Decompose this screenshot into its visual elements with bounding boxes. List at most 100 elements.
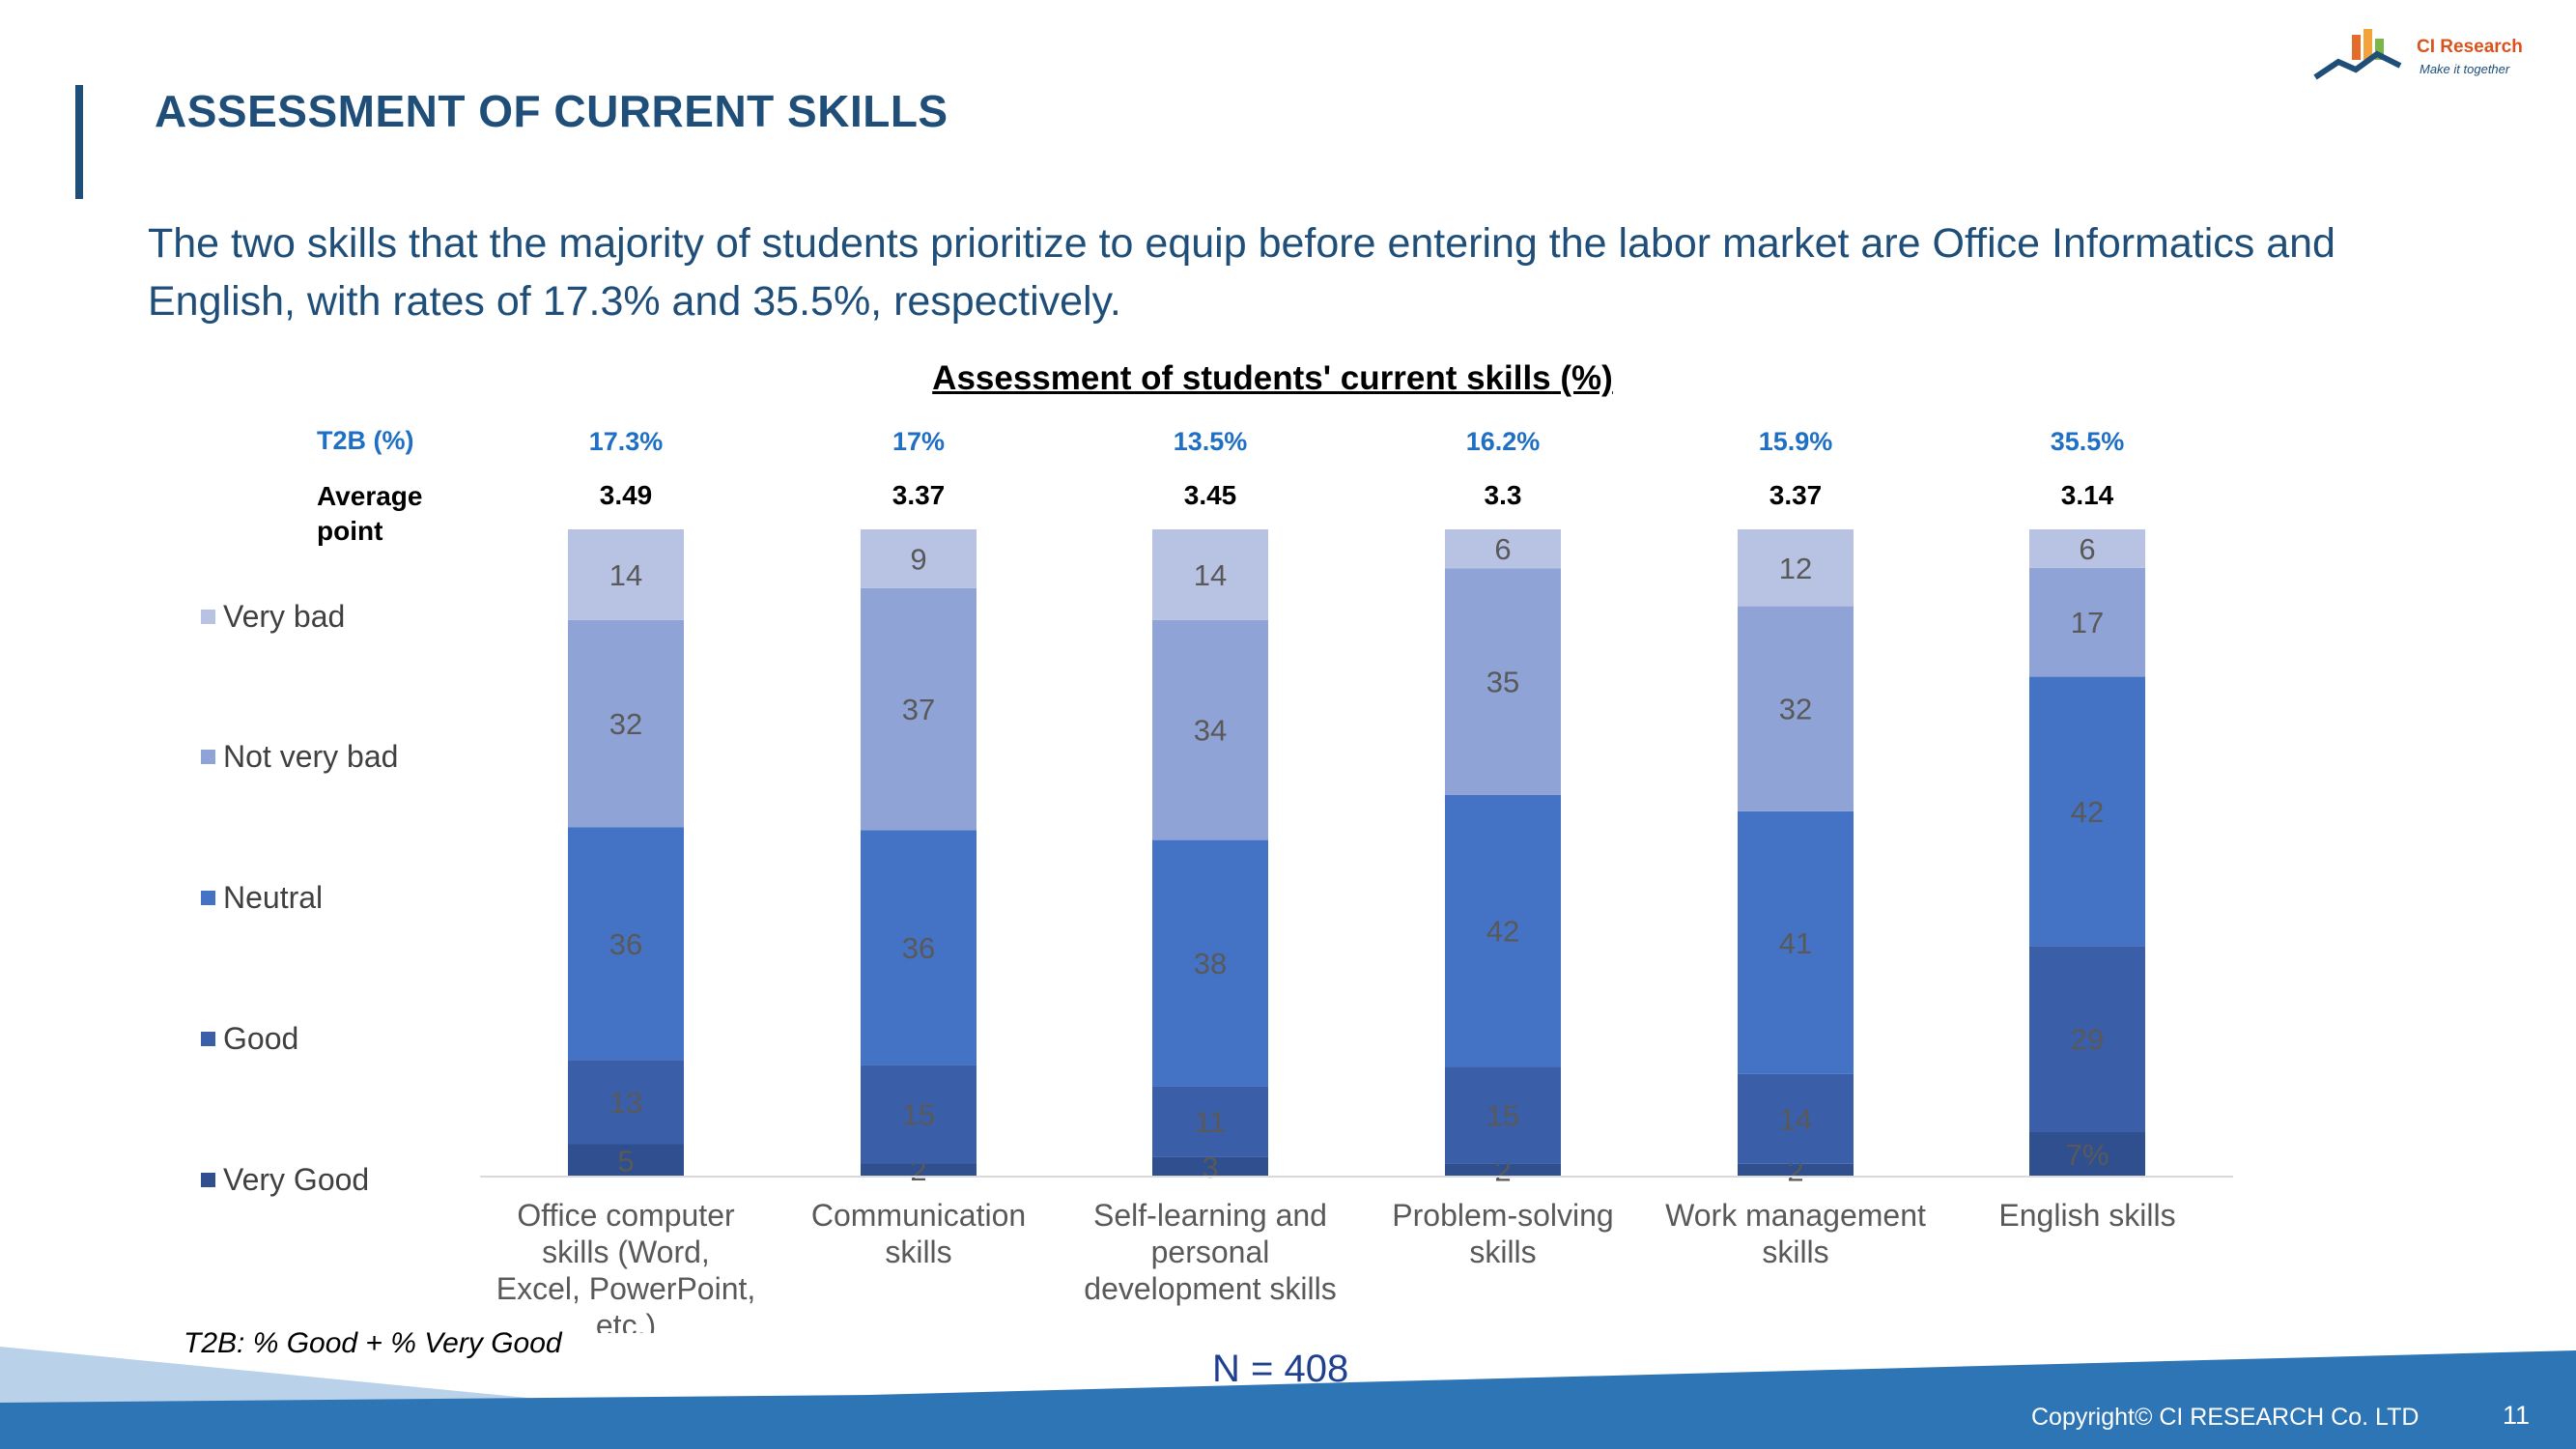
data-label-neutral-1: 36 (609, 927, 642, 961)
bar-very-good-5 (1738, 1163, 1854, 1177)
bar-very-bad-1 (568, 529, 684, 620)
chart-title: Assessment of students' current skills (… (932, 359, 1613, 397)
data-label-good-4: 15 (1486, 1098, 1519, 1132)
bar-neutral-2 (861, 830, 977, 1065)
bar-neutral-3 (1152, 839, 1268, 1087)
data-label-neutral-6: 42 (2071, 795, 2104, 829)
footer-band (0, 1347, 2576, 1449)
bar-very-bad-3 (1152, 529, 1268, 620)
bar-very-bad-6 (2029, 529, 2145, 568)
legend-item-neutral: Neutral (201, 880, 323, 916)
average-row-label: Average point (317, 481, 423, 546)
data-label-neutral-4: 42 (1486, 914, 1519, 948)
data-label-not-very-bad-6: 17 (2071, 606, 2104, 639)
x-tick-label-5: Work management skills (1665, 1198, 1926, 1269)
sample-size: N = 408 (1212, 1348, 1349, 1390)
legend-swatch-neutral (201, 891, 215, 906)
bar-very-good-3 (1152, 1156, 1268, 1177)
data-label-not-very-bad-3: 34 (1194, 714, 1227, 748)
legend-swatch-good (201, 1032, 215, 1047)
bar-neutral-4 (1445, 794, 1561, 1067)
headline-text: The two skills that the majority of stud… (148, 220, 2335, 325)
data-label-very-good-1: 5 (617, 1144, 634, 1178)
t2b-value-4: 16.2% (1466, 427, 1541, 456)
legend-item-good: Good (201, 1021, 298, 1057)
x-tick-label-2: Communication skills (811, 1198, 1026, 1269)
bar-very-good-6 (2029, 1131, 2145, 1177)
data-label-neutral-3: 38 (1194, 947, 1227, 980)
bar-good-3 (1152, 1086, 1268, 1157)
legend-label-very-bad: Very bad (223, 599, 346, 634)
stacked-bar-chart: 5 13 36 32 14 17.3% 3.49 Office computer skills … (480, 427, 2233, 1333)
title-accent-bar (75, 85, 83, 199)
data-label-neutral-2: 36 (902, 931, 935, 965)
data-label-very-bad-2: 9 (910, 542, 926, 576)
data-label-not-very-bad-4: 35 (1486, 665, 1519, 698)
bar-not-very-bad-5 (1738, 606, 1854, 811)
bar-good-1 (568, 1060, 684, 1145)
bar-good-6 (2029, 946, 2145, 1132)
legend-label-neutral: Neutral (223, 880, 324, 915)
t2b-value-1: 17.3% (589, 427, 664, 456)
copyright-text: Copyright© CI RESEARCH Co. LTD (2031, 1404, 2420, 1431)
data-label-not-very-bad-1: 32 (609, 707, 642, 741)
data-label-very-bad-3: 14 (1194, 558, 1227, 592)
bar-very-bad-2 (861, 529, 977, 588)
data-label-good-6: 29 (2071, 1022, 2104, 1056)
legend-item-very-good: Very Good (201, 1162, 369, 1198)
legend-label-very-good: Very Good (223, 1162, 370, 1197)
bar-good-4 (1445, 1066, 1561, 1164)
data-label-good-2: 15 (902, 1098, 935, 1132)
t2b-value-2: 17% (892, 427, 945, 456)
average-value-3: 3.45 (1184, 480, 1237, 510)
average-value-2: 3.37 (892, 480, 946, 510)
bar-not-very-bad-4 (1445, 568, 1561, 795)
data-label-very-bad-1: 14 (609, 558, 642, 592)
bar-very-bad-5 (1738, 529, 1854, 607)
bar-very-bad-4 (1445, 529, 1561, 569)
t2b-footnote: T2B: % Good + % Very Good (184, 1327, 562, 1359)
average-value-5: 3.37 (1769, 480, 1823, 510)
data-label-neutral-5: 41 (1779, 926, 1812, 960)
ci-research-logo (2313, 29, 2402, 80)
bar-neutral-6 (2029, 676, 2145, 947)
t2b-value-6: 35.5% (2051, 427, 2125, 456)
bar-not-very-bad-3 (1152, 619, 1268, 840)
bar-good-5 (1738, 1073, 1854, 1164)
logo-name: CI Research (2417, 37, 2523, 57)
t2b-value-3: 13.5% (1174, 427, 1248, 456)
t2b-value-5: 15.9% (1759, 427, 1833, 456)
bar-very-good-2 (861, 1163, 977, 1177)
legend-label-not-very-bad: Not very bad (223, 739, 399, 774)
average-value-1: 3.49 (600, 480, 653, 510)
page-title: ASSESSMENT OF CURRENT SKILLS (155, 86, 948, 136)
bar-neutral-5 (1738, 810, 1854, 1074)
average-value-6: 3.14 (2061, 480, 2114, 510)
bar-good-2 (861, 1065, 977, 1164)
data-label-not-very-bad-2: 37 (902, 693, 935, 726)
legend-item-not-very-bad: Not very bad (201, 739, 398, 775)
bar-neutral-1 (568, 827, 684, 1061)
bar-not-very-bad-6 (2029, 567, 2145, 677)
bar-very-good-1 (568, 1144, 684, 1177)
bar-not-very-bad-1 (568, 619, 684, 828)
legend-item-very-bad: Very bad (201, 599, 345, 635)
average-value-4: 3.3 (1485, 480, 1522, 510)
legend-swatch-very-good (201, 1173, 215, 1188)
legend-label-good: Good (223, 1021, 299, 1056)
x-tick-label-6: English skills (1998, 1198, 2175, 1233)
x-tick-label-4: Problem-solving skills (1392, 1198, 1613, 1269)
data-label-good-1: 13 (609, 1086, 642, 1120)
bar-very-good-4 (1445, 1163, 1561, 1177)
data-label-good-3: 11 (1195, 1105, 1226, 1139)
page-number: 11 (2503, 1401, 2531, 1430)
legend-swatch-not-very-bad (201, 750, 215, 765)
data-label-very-bad-6: 6 (2079, 532, 2095, 566)
logo-tagline: Make it together (2420, 62, 2510, 76)
bar-not-very-bad-2 (861, 587, 977, 831)
data-label-very-bad-4: 6 (1494, 532, 1511, 566)
data-label-very-bad-5: 12 (1779, 552, 1812, 585)
x-tick-label-1: Office computer skills (Word, Excel, Power… (496, 1198, 756, 1333)
x-tick-label-3: Self-learning and personal development ski… (1084, 1198, 1336, 1306)
data-label-not-very-bad-5: 32 (1779, 693, 1812, 726)
